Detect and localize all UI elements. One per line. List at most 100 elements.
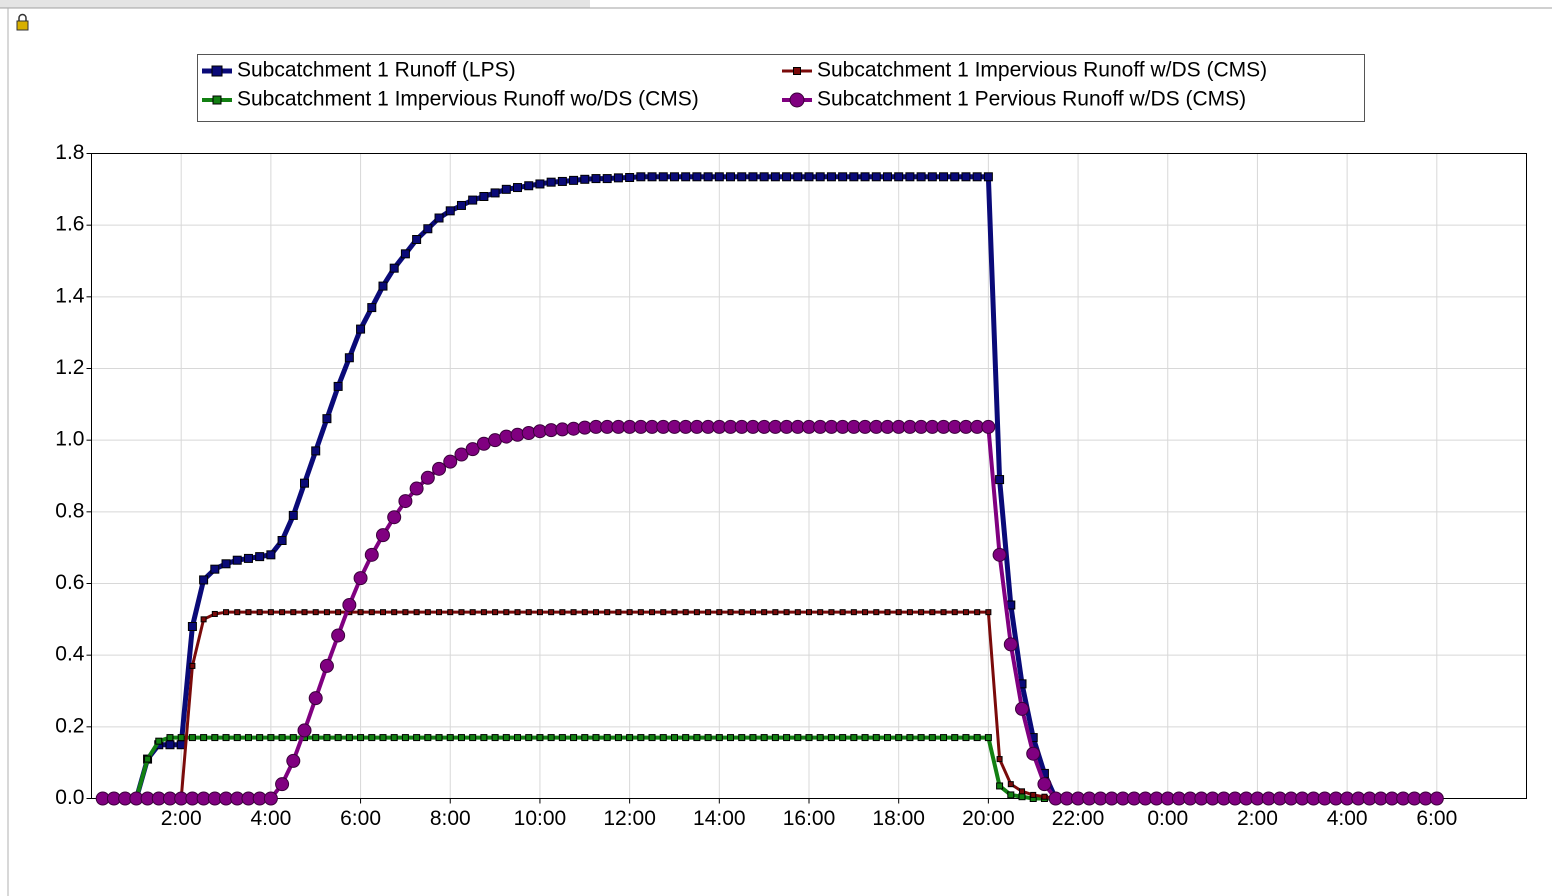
data-point bbox=[223, 609, 230, 616]
data-point bbox=[468, 195, 478, 205]
data-point bbox=[682, 734, 690, 742]
data-point bbox=[322, 414, 332, 424]
data-point bbox=[770, 172, 780, 182]
data-point bbox=[1019, 788, 1026, 795]
data-point bbox=[300, 478, 310, 488]
data-point bbox=[626, 734, 634, 742]
x-tick-label: 8:00 bbox=[430, 807, 471, 830]
data-point bbox=[256, 609, 263, 616]
data-point bbox=[333, 381, 343, 391]
data-point bbox=[839, 609, 846, 616]
data-point bbox=[761, 609, 768, 616]
data-point bbox=[558, 734, 566, 742]
data-point bbox=[748, 172, 758, 182]
data-point bbox=[1429, 791, 1444, 806]
data-point bbox=[670, 734, 678, 742]
data-point bbox=[436, 609, 443, 616]
data-point bbox=[345, 734, 353, 742]
data-point bbox=[367, 303, 377, 313]
data-point bbox=[804, 172, 814, 182]
data-point bbox=[983, 172, 993, 182]
data-point bbox=[546, 177, 556, 187]
data-point bbox=[704, 734, 712, 742]
data-point bbox=[389, 263, 399, 273]
data-point bbox=[357, 734, 365, 742]
data-point bbox=[319, 658, 334, 673]
data-point bbox=[671, 609, 678, 616]
data-point bbox=[660, 609, 667, 616]
data-point bbox=[200, 734, 208, 742]
x-tick-label: 2:00 bbox=[1237, 807, 1278, 830]
data-point bbox=[705, 609, 712, 616]
data-point bbox=[592, 734, 600, 742]
data-point bbox=[501, 184, 511, 194]
legend-item: Subcatchment 1 Impervious Runoff wo/DS (… bbox=[202, 88, 699, 111]
data-point bbox=[465, 442, 480, 457]
data-point bbox=[535, 179, 545, 189]
data-point bbox=[275, 777, 290, 792]
data-point bbox=[155, 737, 163, 745]
data-point bbox=[817, 609, 824, 616]
lock-icon[interactable] bbox=[16, 13, 29, 31]
data-point bbox=[342, 598, 357, 612]
data-point bbox=[490, 188, 500, 198]
data-point bbox=[794, 734, 802, 742]
data-point bbox=[290, 609, 297, 616]
data-point bbox=[391, 609, 398, 616]
y-tick-label: 0.8 bbox=[55, 499, 84, 522]
data-point bbox=[469, 609, 476, 616]
data-point bbox=[838, 172, 848, 182]
data-point bbox=[1026, 746, 1041, 761]
data-point bbox=[906, 734, 914, 742]
data-point bbox=[524, 181, 534, 191]
x-tick-label: 2:00 bbox=[161, 807, 202, 830]
data-point bbox=[288, 510, 298, 520]
data-point bbox=[992, 547, 1007, 562]
data-point bbox=[984, 734, 992, 742]
legend-label: Subcatchment 1 Runoff (LPS) bbox=[237, 59, 516, 82]
data-point bbox=[557, 176, 567, 186]
data-point bbox=[570, 734, 578, 742]
data-point bbox=[637, 609, 644, 616]
data-point bbox=[559, 609, 566, 616]
data-point bbox=[379, 609, 386, 616]
data-point bbox=[364, 547, 379, 562]
data-point bbox=[580, 174, 590, 184]
data-point bbox=[165, 740, 175, 750]
data-point bbox=[211, 610, 218, 617]
y-tick-label: 1.2 bbox=[55, 356, 84, 379]
data-point bbox=[849, 172, 859, 182]
data-point bbox=[581, 609, 588, 616]
data-point bbox=[570, 609, 577, 616]
x-tick-label: 6:00 bbox=[340, 807, 381, 830]
data-point bbox=[1037, 777, 1052, 792]
data-point bbox=[525, 734, 533, 742]
legend-marker bbox=[211, 65, 223, 77]
data-point bbox=[613, 173, 623, 183]
data-point bbox=[626, 609, 633, 616]
data-point bbox=[297, 723, 312, 738]
data-point bbox=[278, 734, 286, 742]
data-point bbox=[536, 734, 544, 742]
data-point bbox=[256, 734, 264, 742]
data-point bbox=[793, 172, 803, 182]
data-point bbox=[514, 734, 522, 742]
data-point bbox=[962, 734, 970, 742]
data-point bbox=[905, 172, 915, 182]
data-point bbox=[188, 734, 196, 742]
data-point bbox=[940, 609, 947, 616]
y-tick-label: 0.0 bbox=[55, 786, 84, 809]
data-point bbox=[267, 609, 274, 616]
data-point bbox=[1030, 791, 1037, 798]
data-point bbox=[940, 734, 948, 742]
plot-border bbox=[91, 153, 1527, 799]
data-point bbox=[693, 734, 701, 742]
data-point bbox=[951, 734, 959, 742]
y-tick-label: 1.0 bbox=[55, 428, 84, 451]
data-point bbox=[906, 609, 913, 616]
data-point bbox=[311, 446, 321, 456]
data-point bbox=[458, 609, 465, 616]
y-tick-label: 0.2 bbox=[55, 714, 84, 737]
data-point bbox=[727, 734, 735, 742]
